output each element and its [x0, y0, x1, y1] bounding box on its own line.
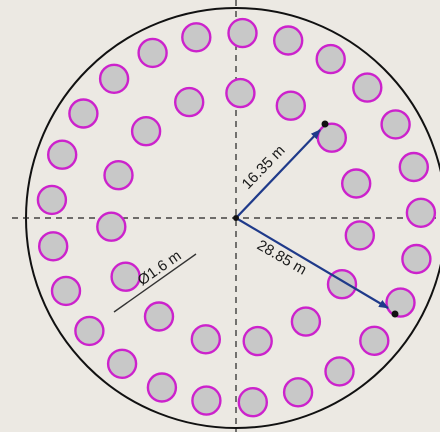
inner-pile	[275, 90, 306, 121]
inner-pile	[242, 325, 273, 357]
inner-pile	[130, 115, 162, 147]
inner-pile	[341, 168, 372, 199]
outer-pile	[146, 372, 178, 403]
inner-pile	[103, 159, 134, 191]
inner-pile	[290, 306, 322, 337]
outer-pile	[181, 22, 212, 53]
outer-radius-arrow	[235, 217, 389, 309]
inner-target-dot	[321, 120, 329, 128]
inner-pile-ring	[96, 77, 375, 357]
inner-pile	[173, 86, 205, 118]
inner-pile	[143, 301, 175, 332]
outer-pile	[98, 63, 130, 95]
outer-target-dot	[391, 310, 399, 318]
inner-pile	[190, 324, 222, 355]
inner-pile	[96, 211, 127, 242]
outer-pile	[324, 356, 355, 387]
outer-pile	[359, 325, 390, 356]
outer-pile	[237, 387, 269, 418]
outer-pile	[137, 37, 168, 69]
outer-pile	[385, 287, 416, 318]
outer-pile	[282, 377, 314, 408]
outer-pile	[74, 315, 105, 347]
inner-pile	[344, 220, 375, 251]
outer-pile	[50, 275, 82, 307]
pile-diameter-dimension-line	[113, 253, 197, 313]
outer-pile	[106, 348, 138, 379]
inner-radius-label: 16.35 m	[239, 142, 289, 193]
inner-pile	[316, 122, 347, 153]
outer-pile	[68, 98, 99, 129]
inner-pile	[110, 261, 141, 292]
outer-pile	[273, 25, 304, 56]
outer-pile	[380, 109, 411, 140]
center-point	[233, 215, 239, 221]
outer-pile	[352, 72, 383, 103]
outer-pile	[405, 197, 437, 229]
outer-pile	[398, 151, 429, 183]
outer-pile	[191, 385, 222, 416]
outer-pile	[47, 139, 78, 170]
outer-pile	[36, 184, 68, 216]
outer-pile	[401, 243, 432, 275]
outer-pile-ring	[36, 17, 437, 418]
inner-radius-arrow	[235, 129, 321, 219]
outer-pile	[227, 17, 258, 49]
outer-pile	[38, 231, 69, 262]
inner-pile	[225, 77, 256, 109]
outer-pile	[315, 43, 346, 75]
